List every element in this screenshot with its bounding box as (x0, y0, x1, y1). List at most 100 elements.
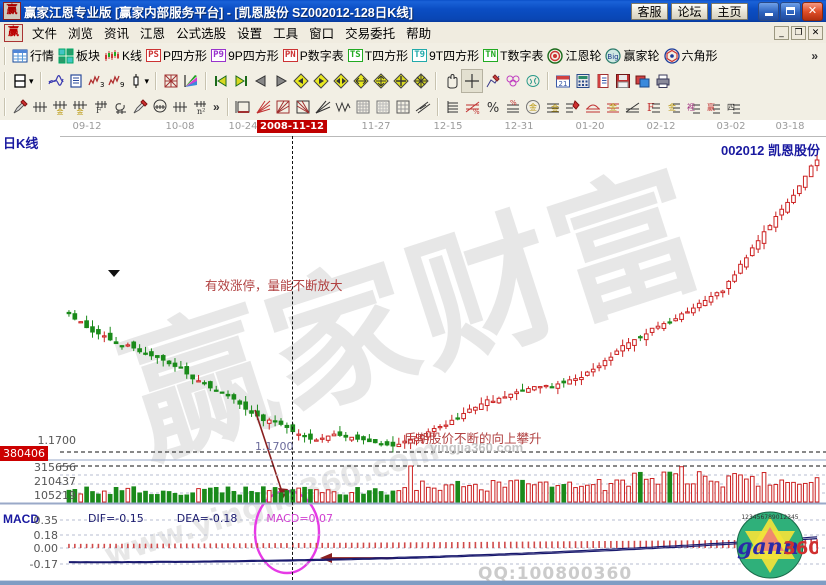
circle-fork-button[interactable] (150, 96, 170, 118)
grid2-button[interactable] (353, 96, 373, 118)
grid4-button[interactable] (393, 96, 413, 118)
vv-button[interactable] (333, 96, 353, 118)
gold-fork2-button[interactable]: 金 (70, 96, 90, 118)
toolbar-quotes-button[interactable]: 行情 (10, 45, 56, 67)
mdi-close-button[interactable]: ✕ (808, 25, 823, 40)
f-fork-button[interactable]: F (90, 96, 110, 118)
period-button[interactable]: ▾ (10, 70, 36, 92)
gold-button[interactable]: 金 (543, 96, 563, 118)
expand3-button[interactable] (391, 70, 411, 92)
zoom-both-button[interactable] (331, 70, 351, 92)
draw-pen-button[interactable] (483, 70, 503, 92)
next-button[interactable] (271, 70, 291, 92)
toolbar1-overflow-button[interactable]: » (811, 48, 818, 63)
toolbar-gann-wheel-button[interactable]: 江恩轮 (545, 45, 603, 67)
brain-button[interactable] (523, 70, 543, 92)
menu-item-tools[interactable]: 工具 (273, 27, 299, 41)
spiral-button[interactable] (110, 96, 130, 118)
box-button[interactable] (233, 96, 253, 118)
menu-item-formula-screen[interactable]: 公式选股 (176, 27, 227, 41)
minimize-button[interactable] (758, 1, 779, 21)
percent-button[interactable]: % (483, 96, 503, 118)
menu-item-settings[interactable]: 设置 (237, 27, 263, 41)
zoom-right-button[interactable] (311, 70, 331, 92)
last-page-button[interactable] (231, 70, 251, 92)
expand2-button[interactable] (371, 70, 391, 92)
ying-button[interactable]: 赢 (703, 96, 723, 118)
toolbar-p-number-table-button[interactable]: PN P数字表 (281, 45, 346, 67)
net-button[interactable] (161, 70, 181, 92)
angle-button[interactable] (313, 96, 333, 118)
toolbar-kline-button[interactable]: K线 (102, 45, 144, 67)
toolbar-9p-square-button[interactable]: P9 9P四方形 (209, 45, 281, 67)
homepage-button[interactable]: 主页 (711, 2, 748, 20)
fork2-button[interactable] (170, 96, 190, 118)
zoom-left-button[interactable] (291, 70, 311, 92)
gold2-button[interactable]: 金 (603, 96, 623, 118)
doc-button[interactable] (66, 70, 86, 92)
gold-circle-button[interactable]: 金 (523, 96, 543, 118)
toolbar-sector-button[interactable]: 板块 (56, 45, 102, 67)
fan-color-button[interactable] (181, 70, 201, 92)
ma3-button[interactable]: 3 (86, 70, 106, 92)
toolbar-hexagon-button[interactable]: 六角形 (662, 45, 720, 67)
menu-item-browse[interactable]: 浏览 (68, 27, 94, 41)
pen-red-button[interactable] (10, 96, 30, 118)
pen2-button[interactable] (130, 96, 150, 118)
fork-button[interactable] (30, 96, 50, 118)
menu-item-news[interactable]: 资讯 (104, 27, 130, 41)
hand-button[interactable] (441, 70, 461, 92)
zigzag-button[interactable] (413, 96, 433, 118)
forum-button[interactable]: 论坛 (671, 2, 708, 20)
f-button[interactable]: F (643, 96, 663, 118)
menu-item-help[interactable]: 帮助 (406, 27, 432, 41)
flower-button[interactable] (503, 70, 523, 92)
toolbar-p-square-button[interactable]: PS P四方形 (144, 45, 209, 67)
menu-item-gann[interactable]: 江恩 (140, 27, 166, 41)
mdi-minimize-button[interactable]: _ (774, 25, 789, 40)
wave-button[interactable] (46, 70, 66, 92)
chart-area[interactable]: 赢家财富 www.yingjia360.com 09-12 10-08 10-2… (0, 120, 826, 585)
toolbar-t-number-table-button[interactable]: TN T数字表 (481, 45, 545, 67)
n2-button[interactable]: n² (190, 96, 210, 118)
fan-box2-button[interactable] (293, 96, 313, 118)
toolbar-t-square-button[interactable]: TS T四方形 (346, 45, 410, 67)
percent2-button[interactable]: % (503, 96, 523, 118)
note-button[interactable] (593, 70, 613, 92)
maximize-button[interactable] (780, 1, 801, 21)
percent-red-button[interactable]: % (463, 96, 483, 118)
menu-item-trade[interactable]: 交易委托 (345, 27, 396, 41)
li-button[interactable]: 裡 (683, 96, 703, 118)
dropdown-arrow-icon[interactable]: ▾ (29, 75, 34, 86)
si-button[interactable]: 四 (723, 96, 743, 118)
layers-button[interactable] (633, 70, 653, 92)
toolbar-9t-square-button[interactable]: T9 9T四方形 (410, 45, 481, 67)
calendar21-button[interactable]: 21 (553, 70, 573, 92)
expand-button[interactable] (351, 70, 371, 92)
first-page-button[interactable] (211, 70, 231, 92)
toolbar3-overflow-button[interactable]: » (213, 100, 220, 114)
pen3-button[interactable] (563, 96, 583, 118)
menu-item-window[interactable]: 窗口 (309, 27, 335, 41)
fan-red-button[interactable] (253, 96, 273, 118)
expand4-button[interactable] (411, 70, 431, 92)
print-button[interactable] (653, 70, 673, 92)
gold3-button[interactable]: 金 (663, 96, 683, 118)
fan-box-button[interactable] (273, 96, 293, 118)
customer-service-button[interactable]: 客服 (631, 2, 668, 20)
grid3-button[interactable] (373, 96, 393, 118)
angle2-button[interactable] (623, 96, 643, 118)
save-button[interactable] (613, 70, 633, 92)
arc-button[interactable] (583, 96, 603, 118)
prev-button[interactable] (251, 70, 271, 92)
ladder-button[interactable] (443, 96, 463, 118)
dropdown-arrow-icon2[interactable]: ▾ (144, 75, 150, 86)
close-button[interactable]: ✕ (802, 1, 823, 21)
menu-item-file[interactable]: 文件 (32, 27, 58, 41)
mdi-restore-button[interactable]: ❐ (791, 25, 806, 40)
calculator-button[interactable] (573, 70, 593, 92)
candle-style-button[interactable]: ▾ (126, 70, 152, 92)
crosshair-button[interactable] (461, 69, 484, 93)
gold-fork-button[interactable]: 金 (50, 96, 70, 118)
toolbar-winner-wheel-button[interactable]: Big 赢家轮 (603, 45, 661, 67)
